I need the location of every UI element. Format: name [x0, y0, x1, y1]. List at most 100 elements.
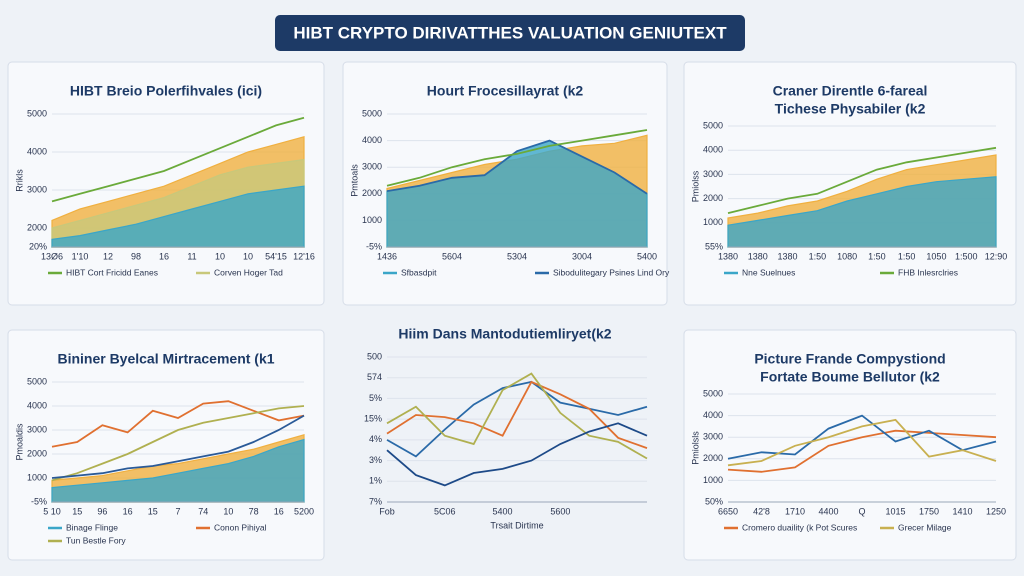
y-tick-label: 4000	[27, 400, 47, 410]
y-tick-label: 3000	[27, 424, 47, 434]
line	[386, 380, 648, 458]
x-tick-label: 5 10	[43, 506, 61, 516]
y-tick-label: 2000	[27, 222, 47, 232]
x-tick-label: 5C06	[434, 506, 456, 516]
y-tick-label: -5%	[31, 496, 47, 506]
x-tick-label: 6650	[718, 506, 738, 516]
y-tick-label: 5000	[362, 108, 382, 118]
x-tick-label: 98	[131, 251, 141, 261]
y-tick-label: 4000	[703, 145, 723, 155]
x-tick-label: 10	[243, 251, 253, 261]
legend-label: Cromero duaility (k Pot Scures	[742, 522, 857, 532]
y-tick-label: 4000	[362, 135, 382, 145]
y-axis-label: Pmiolsls	[690, 431, 700, 465]
title-bar	[275, 15, 745, 51]
y-axis-label: Pmoaldis	[14, 423, 24, 461]
y-tick-label: 1000	[703, 217, 723, 227]
line	[727, 414, 997, 460]
x-tick-label: Fob	[379, 506, 395, 516]
y-axis-label: Rrikls	[14, 169, 24, 192]
y-tick-label: 2000	[362, 188, 382, 198]
x-tick-label: 1:500	[955, 251, 978, 261]
chart-title: Bininer Byelcal Mirtracement (k1	[57, 351, 274, 367]
line	[386, 139, 648, 195]
x-tick-label: 12'16	[293, 251, 315, 261]
chart-title: Hourt Frocesillayrat (k2	[427, 83, 584, 99]
y-tick-label: 4000	[27, 146, 47, 156]
y-tick-label: 2000	[703, 193, 723, 203]
y-tick-label: 4000	[703, 410, 723, 420]
legend-label: HIBT Cort Fricidd Eanes	[66, 267, 158, 277]
y-tick-label: 3000	[703, 169, 723, 179]
legend-label: Binage Flinge	[66, 522, 118, 532]
x-tick-label: 1050	[926, 251, 946, 261]
y-tick-label: -5%	[366, 241, 382, 251]
line	[51, 414, 305, 479]
y-tick-label: 500	[367, 351, 382, 361]
line	[51, 400, 305, 448]
y-tick-label: 5000	[703, 120, 723, 130]
x-tick-label: 12	[103, 251, 113, 261]
x-tick-label: 1436	[377, 251, 397, 261]
y-tick-label: 7%	[369, 496, 382, 506]
y-tick-label: 3000	[362, 162, 382, 172]
x-tick-label: 1015	[885, 506, 905, 516]
x-tick-label: 78	[249, 506, 259, 516]
x-tick-label: 1380	[778, 251, 798, 261]
x-tick-label: 1410	[952, 506, 972, 516]
line	[386, 372, 648, 460]
x-tick-label: 11	[187, 251, 196, 261]
x-tick-label: Q	[858, 506, 865, 516]
y-tick-label: 20%	[29, 241, 47, 251]
chart-subtitle: Tichese Physabiler (k2	[775, 101, 926, 117]
x-tick-label: 10	[223, 506, 233, 516]
chart-title: Craner Direntle 6-fareal	[773, 83, 928, 99]
chart-title: Picture Frande Compystiond	[754, 351, 945, 367]
y-tick-label: 3%	[369, 455, 382, 465]
x-tick-label: 1080	[837, 251, 857, 261]
line	[386, 380, 648, 449]
x-tick-label: 1380	[718, 251, 738, 261]
x-tick-label: 10	[215, 251, 225, 261]
y-tick-label: 2000	[703, 453, 723, 463]
y-tick-label: 1000	[703, 475, 723, 485]
legend-label: Sfbasdpit	[401, 267, 437, 277]
legend-label: Conon Pihiyal	[214, 522, 267, 532]
x-tick-label: 5604	[442, 251, 462, 261]
x-tick-label: 1:50	[868, 251, 886, 261]
legend-label: Tun Bestle Fory	[66, 535, 126, 545]
y-tick-label: 574	[367, 372, 382, 382]
chart-title: HIBT Breio Polerfihvales (ici)	[70, 83, 262, 99]
y-tick-label: 5000	[703, 388, 723, 398]
page-title: HIBT CRYPTO DIRIVATTHES VALUATION GENIUT…	[293, 23, 727, 42]
y-tick-label: 3000	[27, 184, 47, 194]
x-tick-label: 12:90	[985, 251, 1008, 261]
area	[51, 438, 305, 503]
x-tick-label: 1380	[748, 251, 768, 261]
x-tick-label: 1:50	[898, 251, 916, 261]
line	[727, 418, 997, 467]
x-tick-label: 15	[72, 506, 82, 516]
x-tick-label: 74	[198, 506, 208, 516]
x-tick-label: 1250	[986, 506, 1006, 516]
y-axis-label: Pmtoals	[349, 164, 359, 197]
x-tick-label: 16	[123, 506, 133, 516]
x-tick-label: 5400	[637, 251, 657, 261]
x-tick-label: 5400	[493, 506, 513, 516]
x-tick-label: 54'15	[265, 251, 287, 261]
x-tick-label: 1:50	[809, 251, 827, 261]
chart-title: Hiim Dans Mantodutiemliryet(k2	[398, 326, 611, 342]
y-tick-label: 1000	[27, 472, 47, 482]
x-tick-label: 1750	[919, 506, 939, 516]
x-tick-label: 13Ø6	[41, 251, 63, 261]
y-tick-label: 15%	[364, 414, 382, 424]
x-tick-label: 5600	[550, 506, 570, 516]
x-axis-label: Trsait Dirtime	[490, 520, 543, 530]
y-tick-label: 55%	[705, 241, 723, 251]
y-tick-label: 5000	[27, 376, 47, 386]
y-axis-label: Pmiolss	[690, 170, 700, 202]
x-tick-label: 7	[175, 506, 180, 516]
x-tick-label: 5200	[294, 506, 314, 516]
x-tick-label: 4400	[818, 506, 838, 516]
y-tick-label: 4%	[369, 434, 382, 444]
